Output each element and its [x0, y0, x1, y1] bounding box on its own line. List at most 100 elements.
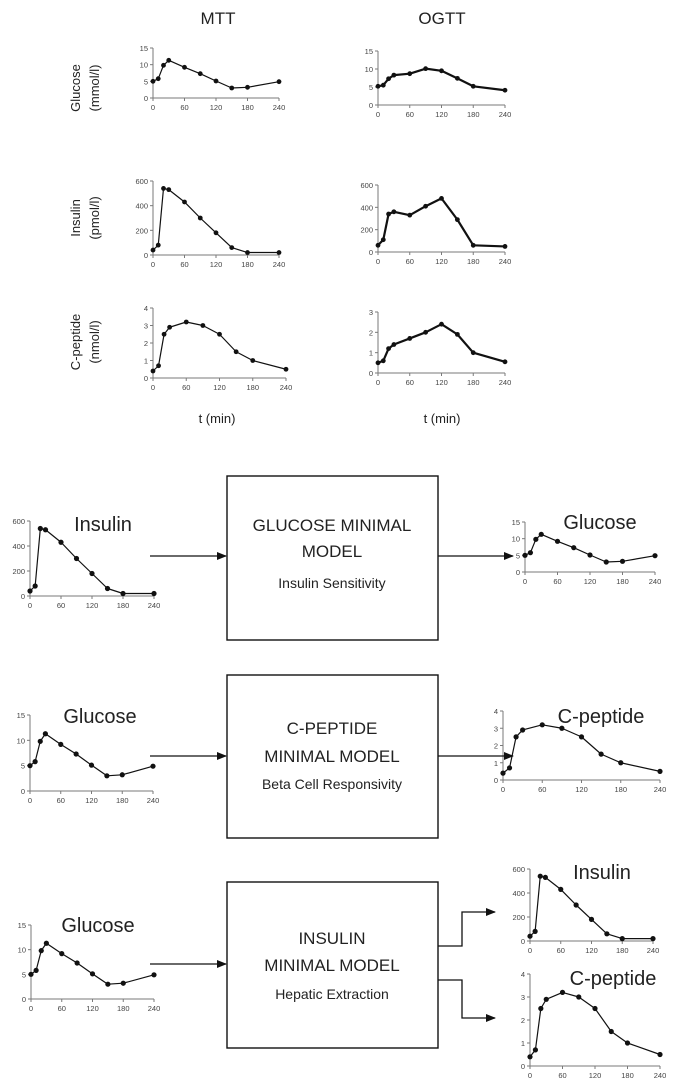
data-point — [58, 741, 64, 747]
series-line — [29, 733, 154, 777]
series-line — [377, 197, 506, 248]
y-tick-label: 0 — [369, 101, 373, 110]
data-point — [650, 936, 656, 942]
data-point — [151, 972, 157, 978]
box1-title-line1: GLUCOSE MINIMAL — [253, 516, 412, 535]
y-tick-label: 600 — [12, 517, 25, 526]
data-point — [150, 763, 156, 769]
data-point — [619, 558, 626, 564]
data-point — [89, 570, 95, 577]
y-tick-label: 3 — [369, 308, 373, 317]
x-tick-label: 120 — [435, 110, 448, 119]
x-tick-label: 240 — [499, 257, 512, 266]
data-point — [167, 324, 173, 330]
x-tick-label: 180 — [116, 796, 129, 805]
x-tick-label: 0 — [28, 601, 32, 610]
arrow-insulin-model-to-cpeptide — [438, 979, 496, 1022]
y-tick-label: 15 — [140, 44, 148, 53]
data-point — [502, 359, 508, 365]
data-point — [527, 933, 533, 939]
data-point — [391, 72, 397, 78]
y-tick-label: 1 — [369, 349, 373, 358]
y-tick-label: 4 — [494, 707, 498, 716]
insulin-minimal-model-box — [226, 881, 439, 1049]
data-point — [380, 237, 386, 243]
y-tick-label: 1 — [521, 1039, 525, 1048]
y-tick-label: 600 — [135, 177, 148, 186]
y-tick-label: 0 — [369, 248, 373, 257]
x-tick-label: 120 — [86, 1004, 99, 1013]
data-point — [657, 768, 663, 774]
y-tick-label: 200 — [360, 226, 373, 235]
data-point — [470, 350, 476, 356]
chart-mtt-cpeptide: 0 1 2 3 4 0 60 120 180 240 — [144, 304, 292, 392]
data-point — [42, 527, 49, 533]
y-tick-label: 0 — [22, 995, 26, 1004]
glucose-minimal-model-box — [226, 475, 439, 641]
box3-title-line2: MINIMAL MODEL — [264, 956, 399, 975]
data-point — [375, 83, 381, 89]
data-point — [27, 763, 33, 769]
chart-title-insulin-3: Insulin — [573, 862, 631, 884]
x-tick-label: 60 — [406, 257, 414, 266]
x-tick-label: 120 — [210, 103, 223, 112]
data-point — [391, 209, 397, 215]
chart-ogtt-cpeptide: 0 1 2 3 0 60 120 180 240 — [369, 308, 511, 387]
x-tick-label: 0 — [376, 378, 380, 387]
data-point — [74, 960, 80, 966]
data-point — [37, 738, 43, 744]
x-tick-label: 60 — [557, 946, 565, 955]
data-point — [578, 734, 585, 740]
x-tick-label: 120 — [213, 383, 226, 392]
data-point — [542, 874, 548, 881]
data-point — [573, 902, 579, 908]
y-tick-label: 3 — [144, 322, 148, 331]
y-tick-label: 15 — [17, 711, 25, 720]
data-point — [42, 731, 48, 737]
x-tick-label: 0 — [151, 103, 155, 112]
x-tick-label: 60 — [558, 1071, 566, 1080]
y-tick-label: 5 — [516, 551, 520, 560]
y-tick-label: 400 — [512, 889, 525, 898]
y-tick-label: 0 — [144, 374, 148, 383]
x-tick-label: 240 — [273, 103, 286, 112]
data-point — [197, 215, 203, 221]
data-point — [618, 760, 624, 766]
data-point — [604, 931, 610, 937]
y-tick-label: 400 — [12, 542, 25, 551]
x-tick-label: 240 — [649, 577, 662, 586]
chart-title-cpeptide: C-peptide — [558, 706, 645, 728]
data-point — [276, 250, 282, 255]
x-tick-label: 60 — [180, 103, 188, 112]
data-point — [155, 76, 161, 82]
x-tick-label: 240 — [654, 785, 667, 794]
data-point — [502, 244, 508, 249]
x-tick-label: 60 — [57, 796, 65, 805]
series-line — [529, 875, 653, 940]
data-point — [527, 550, 534, 556]
y-tick-label: 15 — [365, 47, 373, 56]
chart-title-insulin: Insulin — [74, 514, 132, 536]
x-tick-label: 240 — [499, 378, 512, 387]
series-line — [152, 187, 279, 254]
chart-input-glucose-3: 0 5 10 15 0 60 120 180 240 — [18, 921, 161, 1013]
data-point — [89, 971, 96, 977]
data-point — [513, 734, 519, 740]
chart-ogtt-glucose: 0 5 10 15 0 60 120 180 240 — [365, 47, 512, 119]
data-point — [161, 186, 166, 191]
data-point — [33, 967, 39, 973]
chart-title-glucose-3: Glucose — [61, 915, 134, 937]
data-point — [28, 971, 34, 977]
y-tick-label: 10 — [365, 65, 373, 74]
x-tick-label: 180 — [241, 103, 254, 112]
x-tick-label: 240 — [148, 1004, 161, 1013]
data-point — [150, 247, 156, 253]
data-point — [538, 531, 544, 537]
y-tick-label: 0 — [144, 251, 148, 260]
data-point — [276, 79, 282, 85]
data-point — [576, 994, 582, 1000]
data-point — [386, 211, 391, 217]
data-point — [213, 230, 219, 236]
y-tick-label: 5 — [22, 970, 26, 979]
y-tick-label: 0 — [21, 787, 25, 796]
